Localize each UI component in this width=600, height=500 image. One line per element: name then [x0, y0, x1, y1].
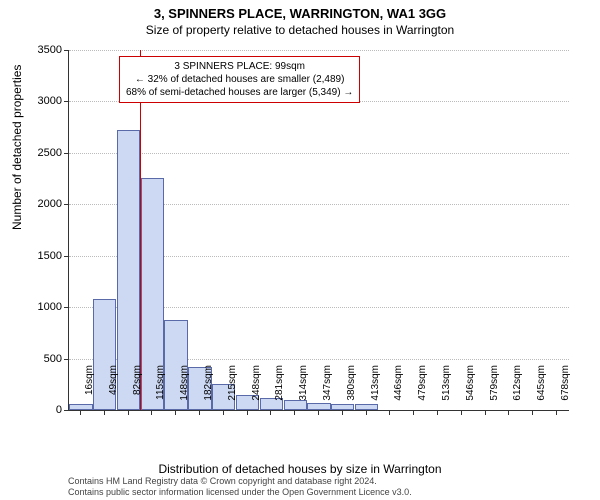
ytick-label: 500 [12, 353, 62, 365]
xtick-mark [175, 410, 176, 415]
footer-line-2: Contains public sector information licen… [68, 487, 412, 498]
xtick-mark [485, 410, 486, 415]
ytick-mark [64, 256, 69, 257]
xtick-label: 612sqm [512, 365, 523, 415]
xtick-mark [437, 410, 438, 415]
xtick-label: 579sqm [489, 365, 500, 415]
ytick-label: 0 [12, 404, 62, 416]
xtick-label: 413sqm [370, 365, 381, 415]
xtick-label: 380sqm [346, 365, 357, 415]
xtick-label: 446sqm [393, 365, 404, 415]
plot-area: 3 SPINNERS PLACE: 99sqm← 32% of detached… [68, 50, 568, 410]
gridline [69, 153, 569, 154]
xtick-mark [366, 410, 367, 415]
xtick-mark [199, 410, 200, 415]
marker-line [140, 50, 141, 410]
xtick-label: 314sqm [298, 365, 309, 415]
chart-title: 3, SPINNERS PLACE, WARRINGTON, WA1 3GG [0, 0, 600, 21]
ytick-mark [64, 50, 69, 51]
xtick-label: 82sqm [132, 365, 143, 415]
xtick-label: 215sqm [227, 365, 238, 415]
xtick-label: 479sqm [417, 365, 428, 415]
xtick-mark [247, 410, 248, 415]
ytick-label: 2000 [12, 198, 62, 210]
xtick-mark [461, 410, 462, 415]
annotation-line-3: 68% of semi-detached houses are larger (… [126, 86, 353, 99]
ytick-label: 3000 [12, 95, 62, 107]
gridline [69, 50, 569, 51]
xtick-mark [294, 410, 295, 415]
annotation-box: 3 SPINNERS PLACE: 99sqm← 32% of detached… [119, 56, 360, 103]
xtick-mark [318, 410, 319, 415]
footer-line-1: Contains HM Land Registry data © Crown c… [68, 476, 412, 487]
ytick-mark [64, 307, 69, 308]
xtick-label: 148sqm [179, 365, 190, 415]
xtick-label: 546sqm [465, 365, 476, 415]
xtick-label: 347sqm [322, 365, 333, 415]
xtick-mark [413, 410, 414, 415]
chart-subtitle: Size of property relative to detached ho… [0, 21, 600, 41]
xtick-mark [80, 410, 81, 415]
xtick-mark [128, 410, 129, 415]
xtick-label: 248sqm [251, 365, 262, 415]
xtick-mark [270, 410, 271, 415]
ytick-mark [64, 153, 69, 154]
xtick-mark [532, 410, 533, 415]
xtick-mark [151, 410, 152, 415]
ytick-label: 1500 [12, 250, 62, 262]
ytick-mark [64, 101, 69, 102]
xtick-mark [223, 410, 224, 415]
xtick-label: 115sqm [155, 365, 166, 415]
xtick-label: 49sqm [108, 365, 119, 415]
xtick-mark [389, 410, 390, 415]
xtick-label: 678sqm [560, 365, 571, 415]
ytick-mark [64, 359, 69, 360]
annotation-line-2: ← 32% of detached houses are smaller (2,… [126, 73, 353, 86]
x-axis-label: Distribution of detached houses by size … [0, 462, 600, 476]
xtick-mark [104, 410, 105, 415]
ytick-mark [64, 204, 69, 205]
xtick-mark [556, 410, 557, 415]
xtick-label: 281sqm [274, 365, 285, 415]
ytick-label: 1000 [12, 301, 62, 313]
xtick-label: 182sqm [203, 365, 214, 415]
chart-container: 3, SPINNERS PLACE, WARRINGTON, WA1 3GG S… [0, 0, 600, 500]
xtick-mark [342, 410, 343, 415]
xtick-label: 645sqm [536, 365, 547, 415]
footer: Contains HM Land Registry data © Crown c… [68, 476, 412, 498]
xtick-label: 513sqm [441, 365, 452, 415]
xtick-label: 16sqm [84, 365, 95, 415]
plot: 3 SPINNERS PLACE: 99sqm← 32% of detached… [68, 50, 569, 411]
ytick-label: 3500 [12, 44, 62, 56]
ytick-mark [64, 410, 69, 411]
annotation-line-1: 3 SPINNERS PLACE: 99sqm [126, 60, 353, 73]
ytick-label: 2500 [12, 147, 62, 159]
xtick-mark [508, 410, 509, 415]
